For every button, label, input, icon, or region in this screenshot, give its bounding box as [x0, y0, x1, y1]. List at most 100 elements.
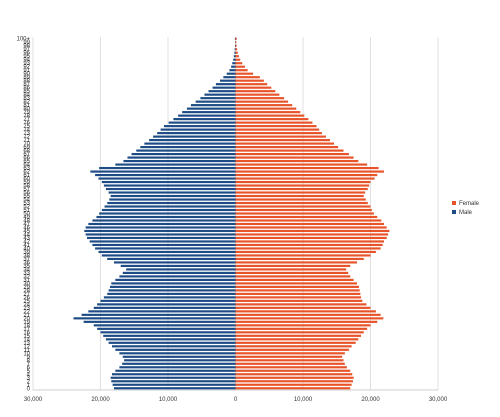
- male-bar: [103, 184, 236, 187]
- female-bar: [235, 292, 361, 295]
- male-bar: [219, 79, 236, 82]
- female-bar: [235, 219, 382, 222]
- female-bar: [235, 334, 362, 337]
- female-bar: [235, 278, 354, 281]
- female-bar: [235, 383, 352, 386]
- male-bar: [92, 219, 236, 222]
- male-bar: [119, 366, 236, 369]
- male-bar: [212, 86, 236, 89]
- female-bar: [235, 306, 371, 309]
- male-bar: [124, 359, 236, 362]
- female-bar: [235, 331, 364, 334]
- male-bar: [195, 100, 236, 103]
- y-tick-label: 69: [23, 145, 30, 151]
- female-bar: [235, 97, 285, 100]
- male-bar: [95, 173, 236, 177]
- y-tick-label: 78: [23, 114, 30, 120]
- male-legend-label: Male: [459, 210, 473, 216]
- y-tick-label: 48: [23, 218, 30, 224]
- female-bar: [235, 79, 264, 82]
- y-tick-label: 0: [27, 386, 31, 392]
- male-bar: [122, 271, 236, 274]
- female-legend-swatch: [452, 201, 456, 205]
- female-bar: [235, 65, 245, 68]
- female-bar: [235, 299, 363, 302]
- y-tick-label: 74: [23, 128, 30, 134]
- female-bar: [235, 387, 351, 390]
- y-tick-label: 8: [27, 358, 31, 364]
- female-bar: [235, 201, 368, 205]
- x-tick-label: 20,000: [91, 397, 110, 403]
- y-tick-label: 63: [23, 166, 30, 172]
- female-bar: [235, 215, 378, 219]
- y-tick-label: 45: [23, 229, 30, 235]
- y-tick-label: 9: [27, 355, 31, 361]
- male-bar: [99, 166, 236, 170]
- male-bar: [98, 177, 236, 180]
- female-bar: [235, 118, 309, 121]
- female-bar: [235, 240, 384, 243]
- y-tick-label: 14: [23, 337, 30, 343]
- male-bar: [108, 341, 236, 344]
- male-bar: [119, 275, 236, 278]
- female-bar: [235, 310, 376, 313]
- male-bar: [111, 373, 236, 376]
- female-bar: [235, 177, 375, 180]
- female-bar: [235, 313, 381, 316]
- female-bar: [235, 51, 238, 54]
- y-tick-label: 1: [27, 383, 31, 389]
- x-axis-tick-labels: 30,000 20,000 10,000 0 10,000 20,000 30,000: [24, 397, 448, 403]
- female-bar: [235, 373, 353, 376]
- male-legend-swatch: [452, 210, 456, 214]
- male-bar: [122, 362, 236, 365]
- female-bar: [235, 41, 237, 44]
- female-bar: [235, 121, 313, 124]
- y-tick-label: 56: [23, 191, 30, 197]
- male-bar: [83, 320, 236, 323]
- male-bar: [234, 51, 236, 54]
- female-bar: [235, 166, 379, 170]
- female-bar: [235, 93, 280, 96]
- y-tick-label: 43: [23, 236, 30, 242]
- y-tick-label: 37: [23, 257, 30, 263]
- y-tick-label: 60: [23, 177, 30, 183]
- male-bar: [107, 201, 236, 205]
- male-bar: [109, 285, 236, 288]
- male-bar: [173, 118, 236, 121]
- male-bar: [120, 264, 236, 268]
- y-tick-label: 94: [23, 58, 30, 64]
- male-bar: [157, 132, 236, 135]
- male-bar: [107, 257, 236, 261]
- male-bar: [111, 282, 236, 285]
- male-bar: [85, 226, 236, 229]
- y-tick-label: 73: [23, 131, 30, 137]
- female-bar: [235, 296, 362, 299]
- male-bar: [110, 194, 236, 198]
- female-bar: [235, 58, 241, 61]
- male-bar: [107, 292, 236, 295]
- female-bar: [235, 261, 357, 264]
- legend: Female Male: [452, 201, 480, 216]
- male-bar: [93, 306, 236, 309]
- male-bar: [119, 352, 236, 355]
- female-bar: [235, 254, 371, 257]
- female-bar: [235, 37, 237, 40]
- female-bar: [235, 338, 359, 341]
- y-tick-label: 76: [23, 121, 30, 127]
- y-tick-label: 50: [23, 212, 30, 218]
- y-axis-tick-labels: 0123456789101112131415161718192021222324…: [16, 37, 30, 393]
- female-bar: [235, 187, 368, 191]
- y-tick-label: 36: [23, 260, 30, 266]
- female-bar: [235, 100, 289, 103]
- female-bar: [235, 320, 378, 323]
- female-bar: [235, 69, 248, 72]
- y-tick-label: 72: [23, 135, 30, 141]
- female-bar: [235, 111, 301, 114]
- y-tick-label: 80: [23, 107, 30, 113]
- male-bar: [190, 104, 236, 107]
- y-tick-label: 53: [23, 201, 30, 207]
- male-bar: [115, 369, 236, 372]
- y-tick-label: 61: [23, 173, 30, 179]
